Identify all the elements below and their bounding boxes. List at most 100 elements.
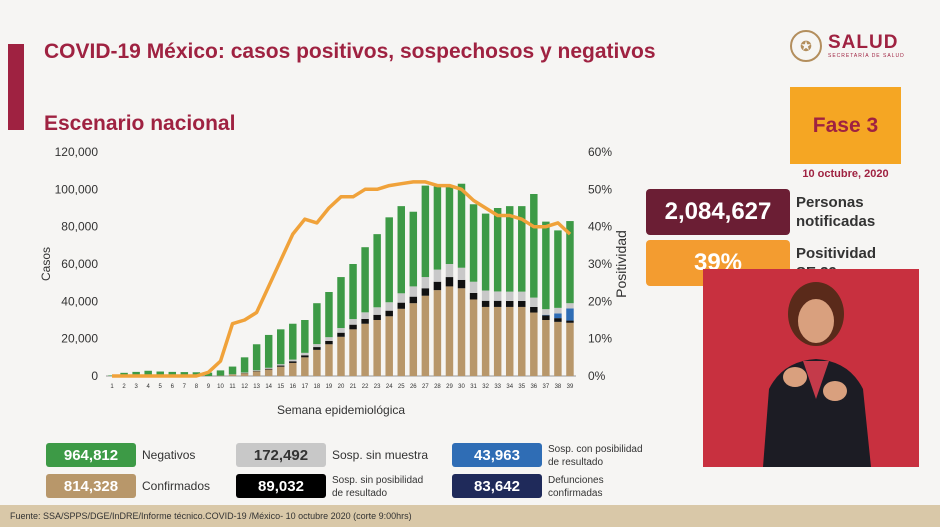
casos-chart: 0 20,000 40,000 60,000 80,000 100,000 120,000 0… <box>36 140 646 430</box>
bar-segment <box>409 211 418 287</box>
x-tick-label: 9 <box>207 384 211 390</box>
bar-segment <box>313 349 321 376</box>
bar-segment <box>554 307 562 314</box>
bar-segment <box>373 234 381 308</box>
accent-bar <box>8 44 24 130</box>
bar-segment <box>421 277 430 289</box>
salud-logo: ✪ SALUD SECRETARÍA DE SALUD <box>790 30 905 62</box>
x-tick-label: 7 <box>183 384 187 390</box>
legend-confirmados-value: 814,328 <box>46 474 136 498</box>
bar-segment <box>445 264 454 278</box>
bar-segment <box>277 364 285 366</box>
legend-sin-posibilidad-value: 89,032 <box>236 474 326 498</box>
bar-segment <box>240 357 249 373</box>
bar-segment <box>542 320 550 376</box>
source-footer: Fuente: SSA/SPPS/DGE/InDRE/Informe técni… <box>0 505 940 527</box>
legend-con-posibilidad-value: 43,963 <box>452 443 542 467</box>
bar-segment <box>566 322 574 376</box>
x-tick-label: 3 <box>134 384 138 390</box>
bar-segment <box>433 290 442 376</box>
eagle-seal-icon: ✪ <box>790 30 822 62</box>
x-tick-label: 32 <box>482 384 489 390</box>
bar-segment <box>457 267 466 280</box>
bar-segment <box>409 286 418 297</box>
bar-segment <box>409 303 418 376</box>
notificadas-label: Personas notificadas <box>796 194 876 230</box>
bar-segment <box>566 303 574 309</box>
bar-segment <box>421 295 430 376</box>
bar-segment <box>337 336 345 376</box>
bar-segment <box>373 314 381 320</box>
x-tick-label: 13 <box>253 384 260 390</box>
x-tick-label: 11 <box>229 384 236 390</box>
x-tick-label: 28 <box>434 384 441 390</box>
bar-segment <box>505 206 514 292</box>
bar-segment <box>361 323 369 376</box>
x-tick-label: 35 <box>518 384 525 390</box>
bar-segment <box>481 290 490 301</box>
x-tick-label: 38 <box>555 384 562 390</box>
bar-segment <box>313 347 321 350</box>
casos-chart-svg: 0 20,000 40,000 60,000 80,000 100,000 120,000 0… <box>39 145 629 417</box>
bar-segment <box>325 292 333 338</box>
bar-segment <box>361 318 369 324</box>
bar-segment <box>361 312 369 319</box>
bar-segment <box>457 288 466 376</box>
x-tick-label: 26 <box>410 384 417 390</box>
legend-defunciones-label: Defunciones confirmadas <box>548 475 604 499</box>
bar-segment <box>277 365 285 367</box>
bar-segment <box>554 321 562 376</box>
bar-segment <box>313 303 321 345</box>
bar-segment <box>421 288 430 296</box>
bar-segment <box>252 344 261 371</box>
bar-segment <box>216 370 225 376</box>
x-tick-label: 23 <box>374 384 381 390</box>
bar-segment <box>530 297 538 307</box>
bar-segment <box>204 372 213 376</box>
bar-segment <box>264 369 273 376</box>
x-axis-label: Semana epidemiológica <box>277 403 405 417</box>
bar-segment <box>421 185 430 278</box>
x-tick-label: 14 <box>265 384 272 390</box>
bar-segment <box>349 329 357 376</box>
bar-segment <box>156 371 164 376</box>
notificadas-value: 2,084,627 <box>646 189 790 235</box>
bar-segment <box>481 213 490 291</box>
bar-segment <box>469 281 478 293</box>
bar-segment <box>409 296 418 304</box>
y-axis-label: Casos <box>39 247 53 281</box>
bar-segment <box>252 370 261 372</box>
y2-tick-label: 20% <box>588 294 612 308</box>
bar-segment <box>325 344 333 376</box>
interpreter-figure-icon <box>763 282 871 467</box>
x-tick-label: 21 <box>350 384 357 390</box>
bar-segment <box>168 371 177 376</box>
bar-segment <box>301 355 309 358</box>
x-tick-label: 1 <box>110 384 114 390</box>
bar-segment <box>240 373 249 376</box>
bar-segment <box>542 315 550 320</box>
bar-segment <box>493 208 502 292</box>
bar-segment <box>228 374 237 376</box>
bar-segment <box>518 300 526 307</box>
y-tick-label: 60,000 <box>61 257 98 271</box>
bar-segment <box>469 299 478 376</box>
bar-segment <box>180 372 189 376</box>
x-tick-label: 37 <box>543 384 550 390</box>
bar-segment <box>397 293 405 303</box>
legend-sin-muestra-value: 172,492 <box>236 443 326 467</box>
y2-tick-label: 0% <box>588 369 606 383</box>
x-tick-label: 33 <box>494 384 501 390</box>
bar-segment <box>385 310 393 317</box>
y2-tick-label: 60% <box>588 145 612 159</box>
bar-segment <box>505 306 514 376</box>
bar-segment <box>349 324 357 330</box>
x-tick-label: 25 <box>398 384 405 390</box>
bar-segment <box>337 332 345 337</box>
logo-text: SALUD <box>828 32 899 53</box>
x-tick-label: 8 <box>195 384 199 390</box>
bar-segment <box>264 367 273 369</box>
legend-con-posibilidad-label: Sosp. con posibilidad de resultado <box>548 444 643 468</box>
bar-segment <box>518 291 526 301</box>
bar-segment <box>252 370 261 371</box>
